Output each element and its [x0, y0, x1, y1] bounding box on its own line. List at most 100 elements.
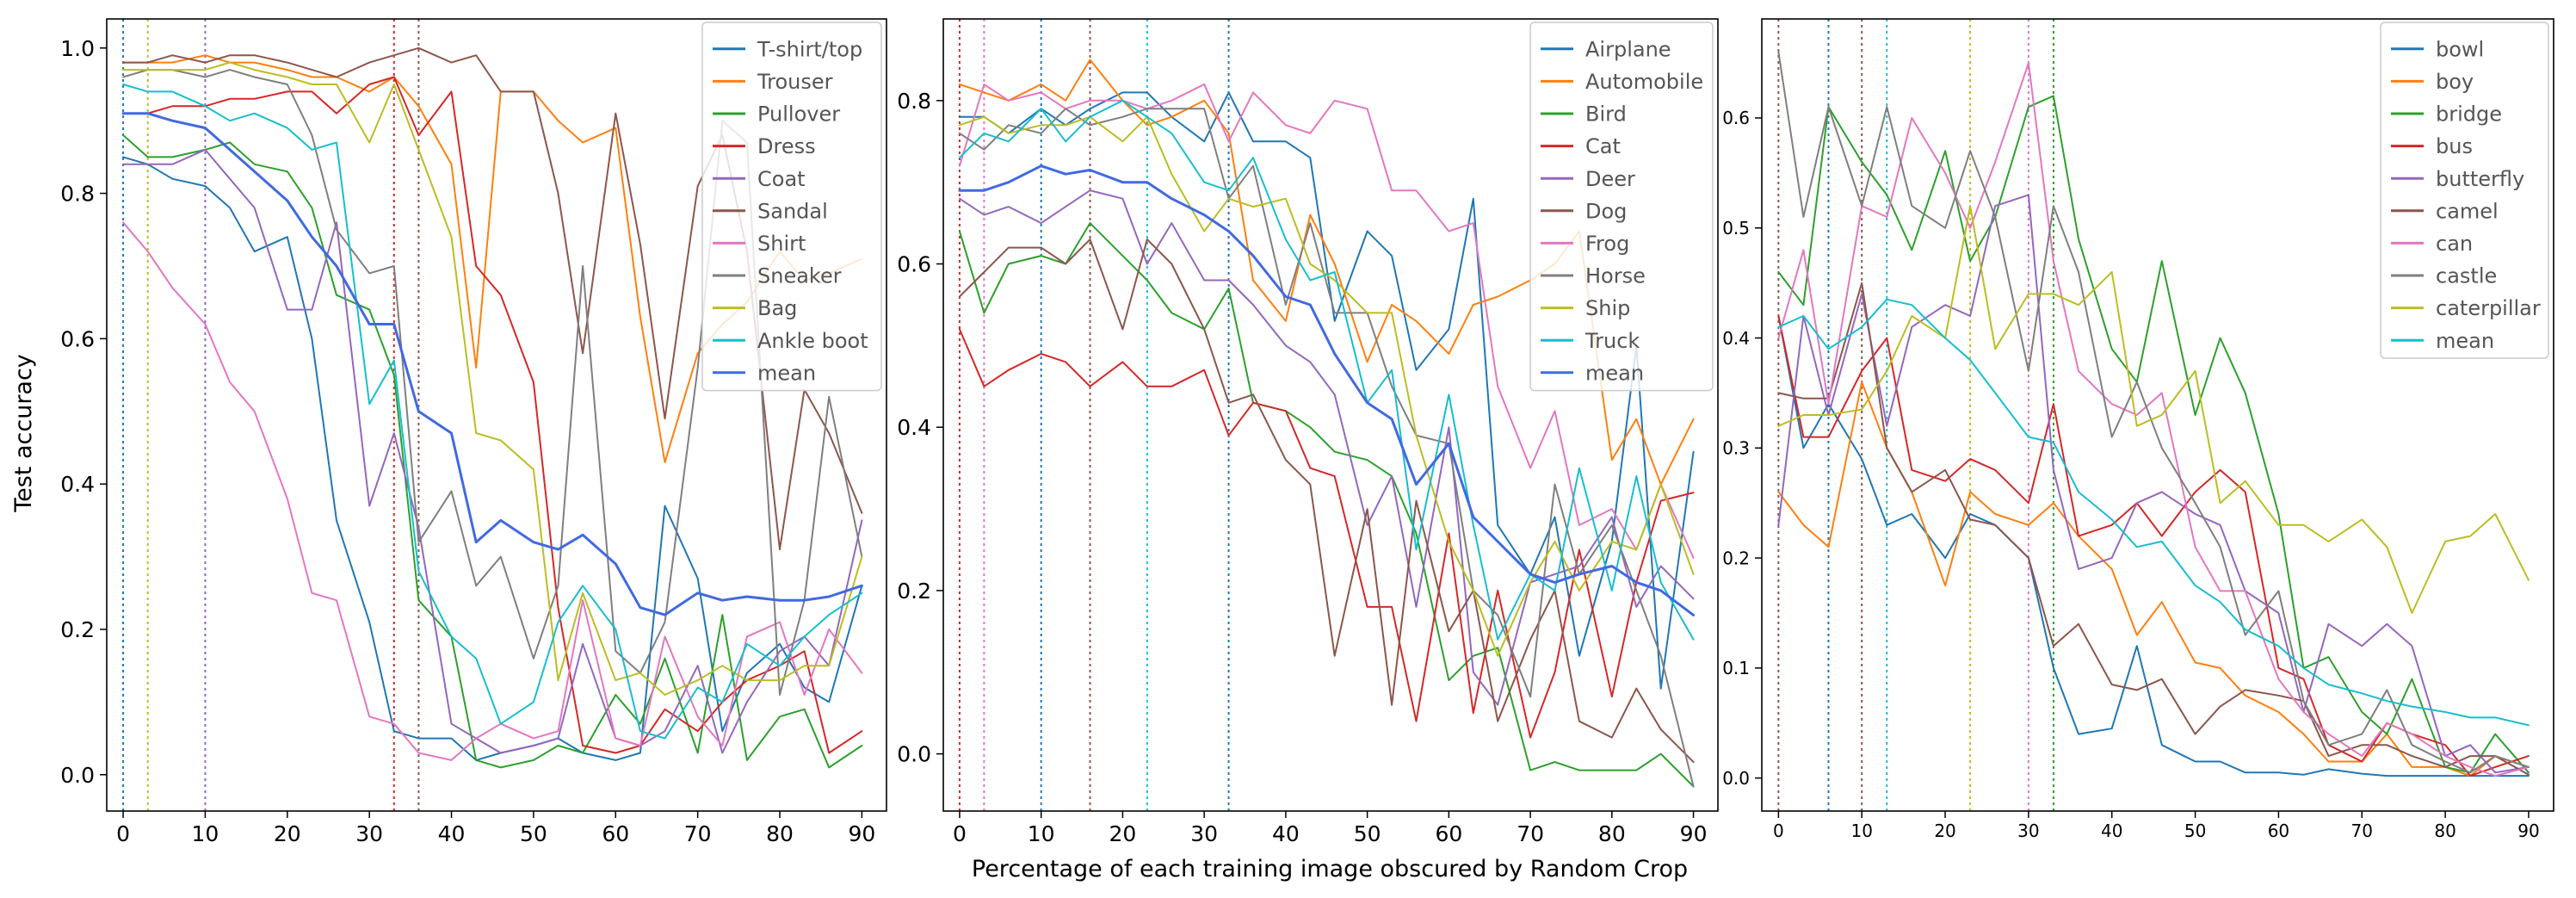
axes-frame — [942, 18, 1719, 812]
x-tick-label: 90 — [2517, 821, 2539, 841]
x-tick-label: 50 — [2184, 821, 2206, 841]
x-tick-label: 80 — [1598, 821, 1626, 846]
axes-frame — [1761, 18, 2554, 812]
y-tick-label: 0.4 — [897, 415, 931, 440]
series-line-coat — [122, 148, 863, 754]
legend-label: Frog — [1585, 232, 1629, 256]
series-line-shirt — [122, 221, 863, 761]
series-line-ship — [958, 115, 1695, 657]
x-tick-label: 30 — [2017, 821, 2039, 841]
y-tick-label: 0.6 — [1722, 108, 1750, 128]
series-line-butterfly — [1777, 194, 2530, 774]
x-tick-label: 20 — [1109, 821, 1137, 846]
left-panel: 0 10 20 30 40 50 60 70 80 90 0.0 0.2 0.4 0.6 0.8 1.0 T-s… — [60, 18, 887, 846]
legend-label: camel — [2436, 199, 2499, 223]
x-tick-label: 20 — [274, 821, 301, 846]
legend-box — [701, 22, 882, 392]
y-tick-label: 0.1 — [1722, 658, 1750, 678]
y-tick-label: 0.0 — [1722, 768, 1750, 789]
series-line-caterpillar — [1777, 205, 2530, 614]
y-tick-label: 0.8 — [60, 182, 95, 207]
legend-label: Coat — [757, 167, 806, 191]
x-tick-label: 0 — [953, 821, 967, 846]
x-tick-label: 70 — [2351, 821, 2373, 841]
legend-label: castle — [2436, 264, 2497, 288]
legend-label: Ankle boot — [757, 329, 868, 353]
x-tick-label: 20 — [1934, 821, 1955, 841]
legend-label: mean — [757, 361, 816, 385]
x-axis-label: Percentage of each training image obscur… — [972, 856, 1688, 883]
x-tick-label: 40 — [1272, 821, 1300, 846]
legend-label: mean — [1585, 361, 1644, 385]
y-tick-label: 0.0 — [60, 763, 95, 788]
y-axis-label: Test accuracy — [10, 354, 37, 513]
legend-label: caterpillar — [2436, 296, 2541, 320]
y-tick-label: 0.6 — [60, 326, 95, 351]
legend-label: bridge — [2436, 102, 2502, 127]
series-line-castle — [1777, 51, 2530, 774]
y-tick-label: 0.4 — [1722, 328, 1750, 349]
legend-label: Sandal — [757, 199, 828, 223]
legend-label: Truck — [1585, 329, 1640, 353]
x-tick-label: 60 — [1435, 821, 1462, 846]
y-tick-label: 0.2 — [60, 617, 95, 642]
legend-label: Deer — [1585, 167, 1635, 191]
legend-label: bus — [2436, 134, 2473, 158]
legend-label: Ship — [1585, 296, 1630, 320]
series-line-bird — [958, 222, 1695, 788]
series-line-t-shirt-top — [122, 156, 863, 761]
x-tick-label: 50 — [520, 821, 547, 846]
series-line-camel — [1777, 282, 2530, 776]
legend-label: Trouser — [757, 70, 833, 94]
middle-panel: 0 10 20 30 40 50 60 70 80 90 0.0 0.2 0.4 0.6 0.8 Airpla… — [897, 18, 1719, 846]
series-line-mean — [958, 164, 1696, 616]
series-line-cat — [958, 328, 1695, 739]
axes-frame — [106, 18, 887, 812]
legend-label: butterfly — [2436, 167, 2524, 191]
x-tick-label: 0 — [116, 821, 130, 846]
legend-label: can — [2436, 232, 2473, 256]
x-tick-label: 80 — [2434, 821, 2456, 841]
y-tick-label: 0.2 — [897, 579, 931, 604]
legend-box — [1529, 22, 1714, 392]
legend: bowl boy bridge bus butterfly camel can castle c… — [2380, 22, 2549, 359]
legend-label: Dog — [1585, 199, 1627, 223]
right-panel: 0 10 20 30 40 50 60 70 80 90 0.0 0.1 0.2 0.3 0.4 0.5 0.6… — [1722, 18, 2554, 841]
y-tick-label: 0.4 — [60, 472, 95, 497]
x-tick-label: 10 — [1028, 821, 1055, 846]
legend-label: Automobile — [1585, 70, 1703, 94]
y-tick-label: 0.5 — [1722, 218, 1750, 238]
legend: Airplane Automobile Bird Cat Deer Dog Frog Hors… — [1529, 22, 1714, 392]
series-line-bridge — [1777, 95, 2530, 774]
x-tick-label: 60 — [2268, 821, 2289, 841]
y-tick-label: 0.3 — [1722, 438, 1750, 459]
series-line-dog — [958, 238, 1695, 764]
series-line-bowl — [1777, 315, 2530, 777]
x-tick-label: 10 — [192, 821, 219, 846]
y-tick-label: 1.0 — [60, 36, 95, 61]
series-line-ankle-boot — [122, 84, 863, 740]
x-tick-label: 40 — [2101, 821, 2122, 841]
x-tick-label: 0 — [1773, 821, 1784, 841]
x-tick-label: 80 — [766, 821, 794, 846]
legend-label: mean — [2436, 329, 2494, 353]
series-line-truck — [958, 99, 1695, 641]
legend: T-shirt/top Trouser Pullover Dress Coat Sanda… — [701, 22, 882, 392]
y-tick-label: 0.2 — [1722, 548, 1750, 568]
legend-label: bowl — [2436, 37, 2484, 61]
x-tick-label: 70 — [684, 821, 712, 846]
x-tick-label: 50 — [1354, 821, 1381, 846]
y-tick-label: 0.0 — [897, 742, 931, 767]
legend-label: Sneaker — [757, 264, 842, 288]
series-line-mean — [1777, 298, 2530, 727]
x-tick-label: 60 — [602, 821, 629, 846]
legend-label: T-shirt/top — [757, 37, 862, 61]
x-tick-label: 70 — [1517, 821, 1544, 846]
series-line-can — [1777, 62, 2530, 777]
legend-label: Bird — [1585, 102, 1627, 127]
legend-label: Cat — [1585, 134, 1621, 158]
x-tick-label: 10 — [1850, 821, 1872, 841]
legend-label: boy — [2436, 70, 2474, 94]
x-tick-label: 90 — [848, 821, 875, 846]
